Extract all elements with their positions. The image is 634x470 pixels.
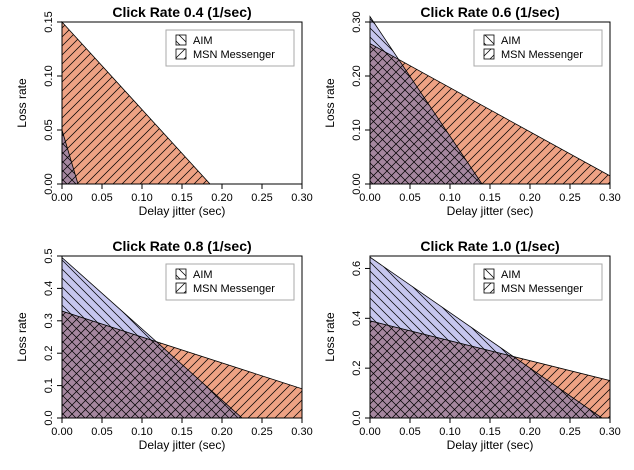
y-tick-label: 0.30 [351, 11, 363, 32]
x-tick-label: 0.30 [599, 426, 620, 438]
y-tick-label: 0.6 [351, 261, 363, 276]
legend-swatch [175, 48, 187, 60]
chart-title: Click Rate 1.0 (1/sec) [420, 238, 559, 254]
x-tick-label: 0.15 [479, 192, 500, 204]
legend-swatch [483, 48, 495, 60]
legend-label: MSN Messenger [501, 49, 583, 61]
x-tick-label: 0.20 [211, 426, 232, 438]
x-tick-label: 0.10 [439, 426, 460, 438]
msn-hatch [61, 310, 303, 419]
x-tick-label: 0.15 [171, 426, 192, 438]
x-tick-label: 0.30 [291, 426, 312, 438]
legend: AIM MSN Messenger [165, 29, 295, 67]
legend: AIM MSN Messenger [473, 29, 603, 67]
x-axis-label: Delay jitter (sec) [447, 438, 534, 452]
x-tick-label: 0.25 [251, 192, 272, 204]
legend-swatch [175, 268, 187, 280]
chart-title: Click Rate 0.8 (1/sec) [112, 238, 251, 254]
legend-label: MSN Messenger [193, 49, 275, 61]
y-tick-label: 0.05 [43, 119, 55, 140]
y-axis-label: Loss rate [323, 312, 337, 362]
x-tick-label: 0.20 [519, 426, 540, 438]
x-tick-label: 0.05 [91, 192, 112, 204]
legend: AIM MSN Messenger [473, 263, 603, 301]
legend-swatch [175, 34, 187, 46]
y-tick-label: 0.15 [43, 11, 55, 32]
legend-label: MSN Messenger [193, 283, 275, 295]
legend-swatch [483, 282, 495, 294]
x-tick-label: 0.25 [559, 192, 580, 204]
y-tick-label: 0.4 [351, 311, 363, 326]
legend-box [165, 263, 295, 301]
x-tick-label: 0.05 [91, 426, 112, 438]
x-tick-label: 0.10 [439, 192, 460, 204]
x-tick-label: 0.30 [599, 192, 620, 204]
y-tick-label: 0.20 [351, 65, 363, 86]
chart-title: Click Rate 0.4 (1/sec) [112, 4, 251, 20]
y-tick-label: 0.0 [351, 410, 363, 425]
y-axis-label: Loss rate [323, 78, 337, 128]
x-tick-label: 0.15 [171, 192, 192, 204]
x-tick-label: 0.10 [131, 192, 152, 204]
legend-box [473, 263, 603, 301]
x-axis-label: Delay jitter (sec) [139, 438, 226, 452]
x-tick-label: 0.30 [291, 192, 312, 204]
x-tick-label: 0.15 [479, 426, 500, 438]
x-tick-label: 0.25 [559, 426, 580, 438]
y-tick-label: 0.10 [43, 65, 55, 86]
x-tick-label: 0.25 [251, 426, 272, 438]
y-tick-label: 0.00 [351, 173, 363, 194]
y-tick-label: 0.4 [43, 281, 55, 296]
legend-box [165, 29, 295, 67]
y-tick-label: 0.3 [43, 313, 55, 328]
y-axis-label: Loss rate [15, 78, 29, 128]
x-tick-label: 0.00 [359, 426, 380, 438]
y-tick-label: 0.2 [43, 346, 55, 361]
x-axis-label: Delay jitter (sec) [139, 204, 226, 218]
x-tick-label: 0.00 [359, 192, 380, 204]
y-tick-label: 0.00 [43, 173, 55, 194]
x-tick-label: 0.20 [211, 192, 232, 204]
legend-label: MSN Messenger [501, 283, 583, 295]
legend-label: AIM [501, 35, 521, 47]
legend: AIM MSN Messenger [165, 263, 295, 301]
legend-swatch [483, 34, 495, 46]
y-tick-label: 0.1 [43, 378, 55, 393]
legend-label: AIM [193, 269, 213, 281]
chart-panel-4: 0.00 0.05 0.10 0.15 0.20 0.25 0.30 0.0 0.2 0.4 0.6… [323, 238, 621, 452]
legend-swatch [175, 282, 187, 294]
x-tick-label: 0.05 [399, 192, 420, 204]
y-tick-label: 0.0 [43, 410, 55, 425]
chart-title: Click Rate 0.6 (1/sec) [420, 4, 559, 20]
chart-panel-2: 0.00 0.05 0.10 0.15 0.20 0.25 0.30 0.00 0.10 0.20… [323, 4, 621, 218]
chart-panel-1: 0.00 0.05 0.10 0.15 0.20 0.25 0.30 0.00 0.05 0.10… [15, 4, 313, 218]
x-tick-label: 0.00 [51, 192, 72, 204]
y-tick-label: 0.10 [351, 119, 363, 140]
y-tick-label: 0.2 [351, 361, 363, 376]
legend-label: AIM [193, 35, 213, 47]
legend-swatch [483, 268, 495, 280]
y-axis-label: Loss rate [15, 312, 29, 362]
legend-label: AIM [501, 269, 521, 281]
x-axis-label: Delay jitter (sec) [447, 204, 534, 218]
chart-panel-3: 0.00 0.05 0.10 0.15 0.20 0.25 0.30 0.0 0.1 0.2 0.3… [15, 238, 313, 452]
legend-box [473, 29, 603, 67]
x-tick-label: 0.10 [131, 426, 152, 438]
x-tick-label: 0.20 [519, 192, 540, 204]
x-tick-label: 0.05 [399, 426, 420, 438]
x-tick-label: 0.00 [51, 426, 72, 438]
msn-hatch [369, 320, 611, 419]
y-tick-label: 0.5 [43, 248, 55, 263]
